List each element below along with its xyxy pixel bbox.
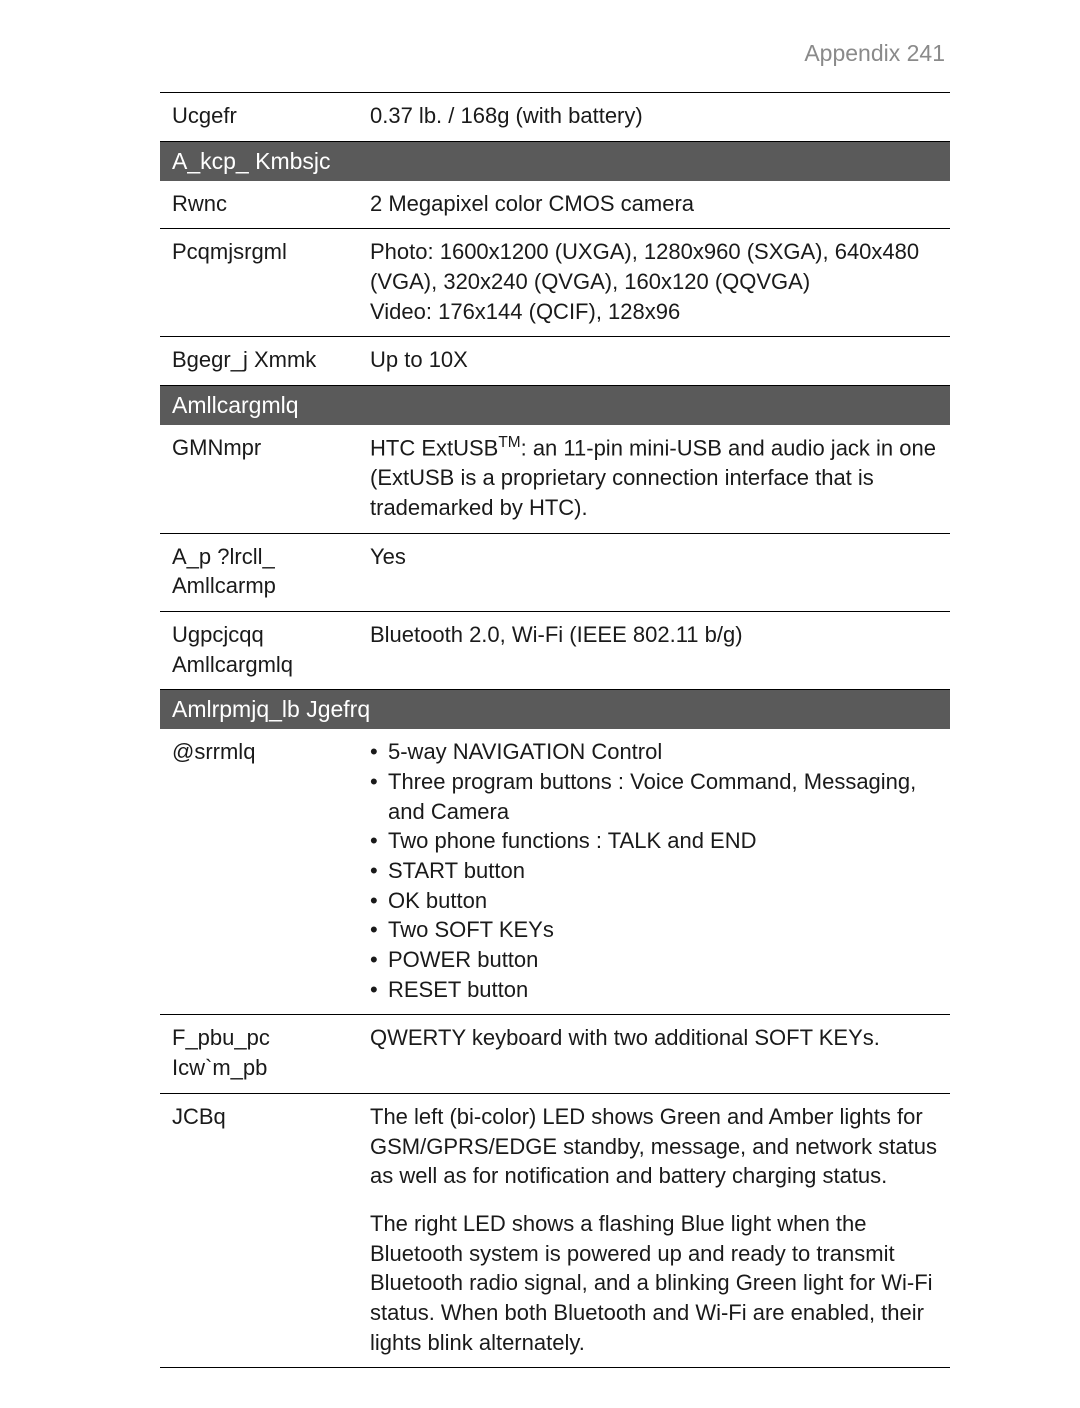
section-camera-title: A_kcp_ Kmbsjc xyxy=(160,141,950,181)
row-weight: Ucgefr 0.37 lb. / 168g (with battery) xyxy=(160,93,950,142)
label-weight: Ucgefr xyxy=(160,93,370,142)
value-weight: 0.37 lb. / 168g (with battery) xyxy=(370,93,950,142)
row-keyboard: F_pbu_pc Icw`m_pb QWERTY keyboard with t… xyxy=(160,1015,950,1093)
value-type: 2 Megapixel color CMOS camera xyxy=(370,181,950,229)
value-ioport: HTC ExtUSBTM: an 11-pin mini-USB and aud… xyxy=(370,425,950,533)
section-connections: Amllcargmlq xyxy=(160,386,950,426)
label-wireless: Ugpcjcqq Amllcargmlq xyxy=(160,611,370,689)
section-controls: Amlrpmjq_lb Jgefrq xyxy=(160,690,950,730)
buttons-item: Two phone functions : TALK and END xyxy=(388,826,938,856)
section-connections-title: Amllcargmlq xyxy=(160,386,950,426)
label-keyboard: F_pbu_pc Icw`m_pb xyxy=(160,1015,370,1093)
value-buttons: 5-way NAVIGATION Control Three program b… xyxy=(370,729,950,1015)
value-zoom: Up to 10X xyxy=(370,337,950,386)
leds-p1: The left (bi-color) LED shows Green and … xyxy=(370,1102,938,1191)
label-resolution: Pcqmjsrgml xyxy=(160,229,370,337)
value-resolution: Photo: 1600x1200 (UXGA), 1280x960 (SXGA)… xyxy=(370,229,950,337)
buttons-item: 5-way NAVIGATION Control xyxy=(388,737,938,767)
buttons-item: OK button xyxy=(388,886,938,916)
ioport-pre: HTC ExtUSB xyxy=(370,435,498,460)
row-ioport: GMNmpr HTC ExtUSBTM: an 11-pin mini-USB … xyxy=(160,425,950,533)
leds-p2: The right LED shows a flashing Blue ligh… xyxy=(370,1209,938,1357)
buttons-item: START button xyxy=(388,856,938,886)
label-ioport: GMNmpr xyxy=(160,425,370,533)
row-type: Rwnc 2 Megapixel color CMOS camera xyxy=(160,181,950,229)
label-antenna: A_p ?lrcll_ Amllcarmp xyxy=(160,533,370,611)
label-type: Rwnc xyxy=(160,181,370,229)
row-resolution: Pcqmjsrgml Photo: 1600x1200 (UXGA), 1280… xyxy=(160,229,950,337)
buttons-list: 5-way NAVIGATION Control Three program b… xyxy=(370,737,938,1004)
resolution-line1: Photo: 1600x1200 (UXGA), 1280x960 (SXGA)… xyxy=(370,237,938,296)
buttons-item: POWER button xyxy=(388,945,938,975)
buttons-item: Three program buttons : Voice Command, M… xyxy=(388,767,938,826)
row-wireless: Ugpcjcqq Amllcargmlq Bluetooth 2.0, Wi-F… xyxy=(160,611,950,689)
spec-table: Ucgefr 0.37 lb. / 168g (with battery) A_… xyxy=(160,92,950,1368)
label-buttons: @srrmlq xyxy=(160,729,370,1015)
label-zoom: Bgegr_j Xmmk xyxy=(160,337,370,386)
buttons-item: Two SOFT KEYs xyxy=(388,915,938,945)
row-buttons: @srrmlq 5-way NAVIGATION Control Three p… xyxy=(160,729,950,1015)
page-header: Appendix 241 xyxy=(160,40,950,67)
section-camera: A_kcp_ Kmbsjc xyxy=(160,141,950,181)
row-antenna: A_p ?lrcll_ Amllcarmp Yes xyxy=(160,533,950,611)
value-wireless: Bluetooth 2.0, Wi-Fi (IEEE 802.11 b/g) xyxy=(370,611,950,689)
value-keyboard: QWERTY keyboard with two additional SOFT… xyxy=(370,1015,950,1093)
resolution-line2: Video: 176x144 (QCIF), 128x96 xyxy=(370,297,938,327)
value-antenna: Yes xyxy=(370,533,950,611)
row-zoom: Bgegr_j Xmmk Up to 10X xyxy=(160,337,950,386)
buttons-item: RESET button xyxy=(388,975,938,1005)
section-controls-title: Amlrpmjq_lb Jgefrq xyxy=(160,690,950,730)
ioport-tm: TM xyxy=(498,434,520,451)
